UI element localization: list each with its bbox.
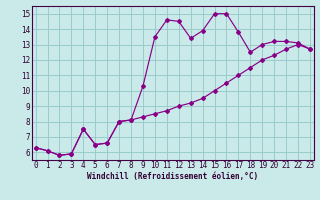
- X-axis label: Windchill (Refroidissement éolien,°C): Windchill (Refroidissement éolien,°C): [87, 172, 258, 181]
